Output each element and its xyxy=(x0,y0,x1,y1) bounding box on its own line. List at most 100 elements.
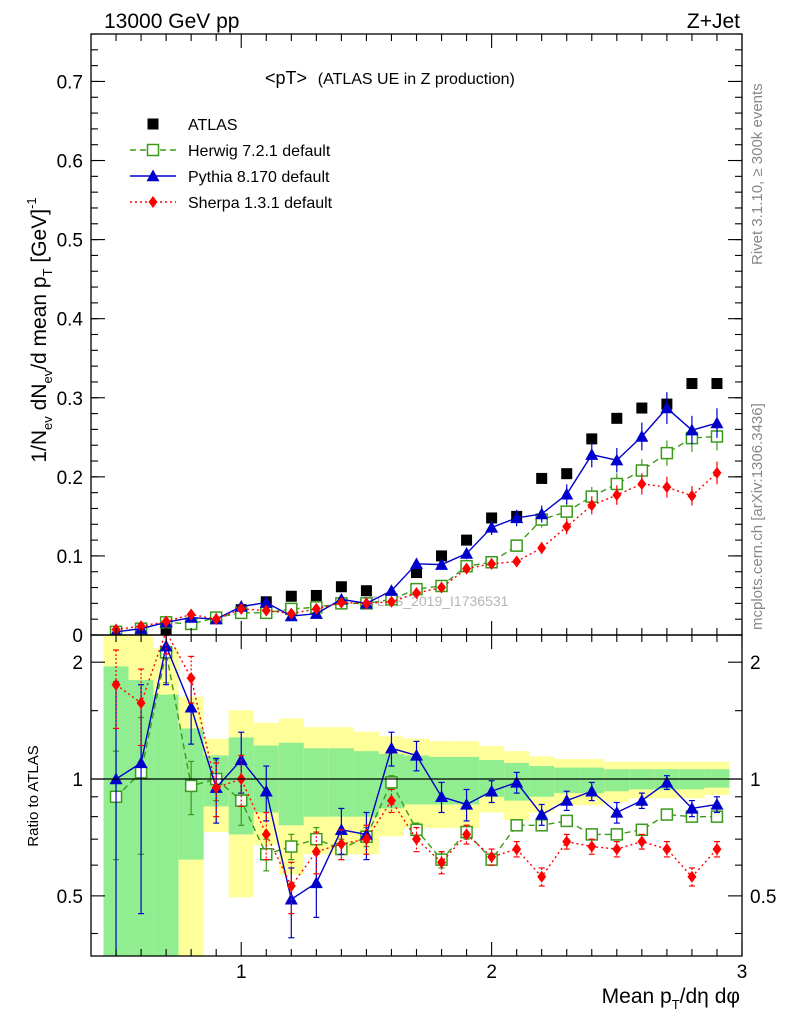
sherpa-main-point xyxy=(662,481,672,494)
plot-title-rest: (ATLAS UE in Z production) xyxy=(318,71,515,88)
pythia-ratio-point xyxy=(510,775,524,788)
sherpa-ratio-point xyxy=(637,835,647,848)
sherpa-ratio-point xyxy=(712,843,722,856)
sherpa-main-point xyxy=(562,520,572,533)
pythia-main-point xyxy=(535,507,549,520)
atlas-main-point xyxy=(285,590,297,602)
sherpa-ratio-point xyxy=(687,870,697,883)
ratio-ylabel: Ratio to ATLAS xyxy=(25,745,42,846)
legend-sherpa-marker xyxy=(148,196,158,208)
sherpa-main-point xyxy=(537,542,547,555)
sherpa-ratio-point xyxy=(412,833,421,846)
sherpa-ratio-point xyxy=(487,850,497,863)
sherpa-main-point xyxy=(512,555,522,568)
main-ytick-label: 0.5 xyxy=(57,231,83,252)
sherpa-main-point xyxy=(161,615,171,628)
pythia-main-point xyxy=(510,511,524,524)
x-axis-title: Mean pT/dη dφ xyxy=(602,985,740,1012)
plot-title: <pT> (ATLAS UE in Z production) xyxy=(265,68,515,88)
pythia-ratio-point xyxy=(234,753,248,766)
ratio-band-green xyxy=(278,742,304,826)
pythia-ratio-point xyxy=(134,756,148,769)
ratio-ytick-label-right: 2 xyxy=(750,653,761,674)
pythia-ratio-point xyxy=(485,784,499,797)
pythia-ratio-point xyxy=(384,741,398,754)
main-ytick-label: 0.2 xyxy=(57,468,83,489)
ratio-band-green xyxy=(604,769,630,792)
ratio-band-green xyxy=(353,751,379,817)
main-ylabel: 1/Nev dNev/d mean pT [GeV]-1 xyxy=(24,197,55,462)
ratio-ytick-label-right: 0.5 xyxy=(750,887,776,908)
atlas-main-point xyxy=(686,378,698,390)
sherpa-ratio-point xyxy=(361,833,371,846)
xtick-label: 1 xyxy=(236,962,247,983)
herwig-ratio-point xyxy=(610,828,624,841)
pythia-ratio-point xyxy=(334,823,348,835)
sherpa-main-point xyxy=(587,499,597,512)
axes: 0 0.1 0.2 0.3 0.4 0.5 0.6 0.7 1 2 3 0.5 0.5 1 1 2 2 xyxy=(57,33,776,983)
pythia-main-point xyxy=(485,520,499,533)
pythia-ratio-point xyxy=(435,790,449,802)
legend-atlas-label: ATLAS xyxy=(188,117,238,134)
sherpa-ratio-point xyxy=(211,781,221,794)
atlas-main-point xyxy=(411,567,422,579)
plot-title-main: <pT> xyxy=(265,68,307,88)
pythia-ratio-point xyxy=(585,784,599,797)
main-ytick-label: 0.4 xyxy=(57,310,84,331)
sherpa-main-point xyxy=(211,613,221,626)
sherpa-main-point xyxy=(487,557,497,570)
ratio-ytick-label: 0.5 xyxy=(57,887,83,908)
legend-atlas-marker xyxy=(147,118,159,130)
sherpa-ratio-point xyxy=(587,840,597,853)
ratio-uncertainty-bands xyxy=(103,635,730,956)
sherpa-ratio-point xyxy=(336,838,346,851)
pythia-ratio-point xyxy=(309,876,323,889)
legend-pythia-label: Pythia 8.170 default xyxy=(188,169,330,186)
sherpa-main-point xyxy=(361,597,371,610)
legend-sherpa-label: Sherpa 1.3.1 default xyxy=(188,195,333,212)
sherpa-ratio-point xyxy=(261,828,271,841)
ratio-band-green xyxy=(529,766,555,797)
main-ytick-label: 0 xyxy=(72,626,83,647)
herwig-ratio-point xyxy=(635,823,649,837)
sherpa-ratio-point xyxy=(311,845,321,858)
pythia-main-point xyxy=(560,487,574,500)
header-right-label: Z+Jet xyxy=(687,10,740,33)
sherpa-ratio-point xyxy=(111,678,121,691)
pythia-main-point xyxy=(610,453,624,466)
sherpa-main-point xyxy=(261,604,271,617)
pythia-main-point xyxy=(585,448,599,460)
pythia-ratio-point xyxy=(460,797,474,810)
sherpa-main-point xyxy=(336,596,346,609)
ratio-band-green xyxy=(328,748,354,817)
sherpa-main-point xyxy=(462,562,472,575)
main-plot-series xyxy=(109,378,724,635)
sherpa-main-point xyxy=(311,602,321,615)
herwig-ratio-point xyxy=(560,814,573,828)
sherpa-main-point xyxy=(687,489,697,502)
xtick-label: 3 xyxy=(737,962,748,983)
pythia-ratio-point xyxy=(410,748,423,761)
mcplots-side-label: mcplots.cern.ch [arXiv:1306.3436] xyxy=(749,403,766,630)
pythia-main-point xyxy=(710,416,724,429)
herwig-main-point xyxy=(660,446,674,460)
atlas-main-point xyxy=(461,534,473,546)
sherpa-main-point xyxy=(136,620,146,633)
atlas-main-point xyxy=(611,412,623,424)
sherpa-main-point xyxy=(386,595,396,608)
sherpa-ratio-point xyxy=(286,880,296,893)
sherpa-ratio-point xyxy=(562,835,572,848)
main-ytick-label: 0.1 xyxy=(57,547,83,568)
main-ytick-label: 0.3 xyxy=(57,389,83,410)
pythia-main-point xyxy=(259,596,273,608)
sherpa-ratio-point xyxy=(512,843,522,856)
main-ytick-label: 0.6 xyxy=(57,152,83,173)
sherpa-ratio-point xyxy=(186,672,196,685)
legend-herwig-marker xyxy=(146,143,160,157)
sherpa-ratio-point xyxy=(537,870,547,883)
atlas-main-point xyxy=(561,468,573,480)
legend-herwig-label: Herwig 7.2.1 default xyxy=(188,143,331,160)
atlas-main-point xyxy=(335,581,347,593)
atlas-main-point xyxy=(486,512,498,524)
